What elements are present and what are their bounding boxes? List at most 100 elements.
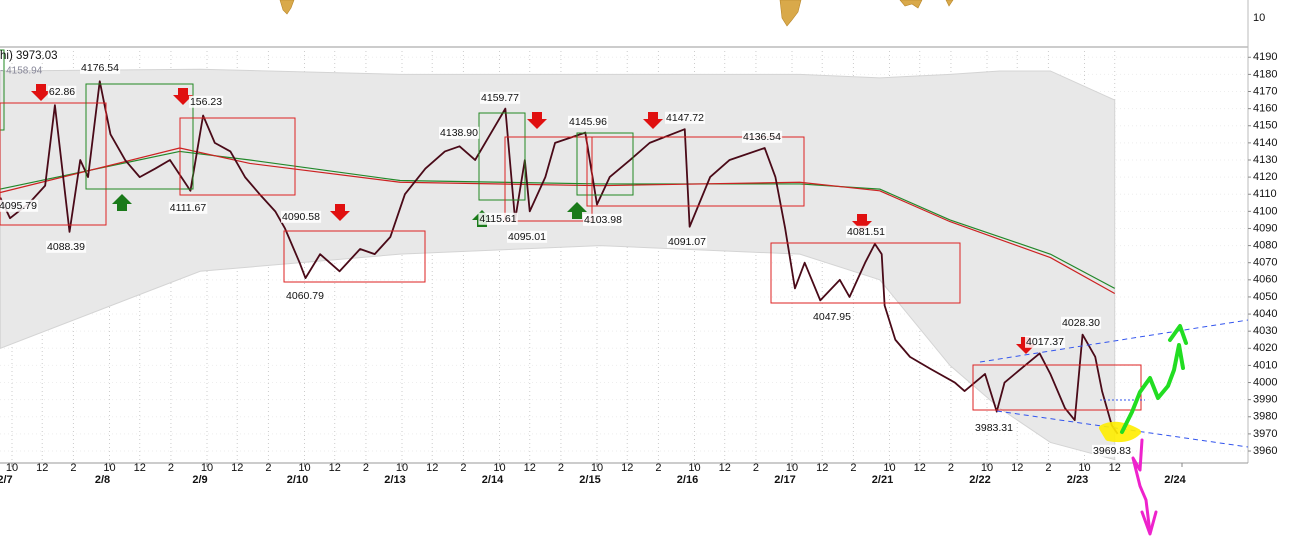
y-tick-label: 4150	[1253, 120, 1277, 132]
price-annotation: 4017.37	[1026, 336, 1064, 348]
annotation-box	[1061, 316, 1102, 329]
annotation-box	[742, 130, 783, 143]
indicator-axis-label: 10	[1253, 12, 1265, 24]
x-tick-label: 12	[36, 462, 48, 474]
x-tick-label: 10	[591, 462, 603, 474]
x-tick-label: 2	[265, 462, 271, 474]
price-annotation: 4176.54	[81, 62, 119, 74]
annotation-box	[285, 289, 326, 302]
x-tick-label: 12	[914, 462, 926, 474]
y-tick-label: 4080	[1253, 239, 1277, 251]
y-tick-label: 4000	[1253, 376, 1277, 388]
annotation-box	[478, 212, 518, 225]
x-tick-label: 10	[6, 462, 18, 474]
x-tick-label: 10	[883, 462, 895, 474]
y-tick-label: 4040	[1253, 308, 1277, 320]
x-tick-label: 12	[1011, 462, 1023, 474]
x-tick-label: 12	[1109, 462, 1121, 474]
y-tick-label: 4110	[1253, 188, 1277, 200]
annotation-box	[46, 240, 87, 253]
price-annotation: 4081.51	[847, 226, 885, 238]
y-tick-label: 4180	[1253, 68, 1277, 80]
x-tick-label: 2	[948, 462, 954, 474]
y-tick-label: 4140	[1253, 137, 1277, 149]
annotation-box	[507, 230, 548, 243]
price-annotation: 4136.54	[743, 131, 781, 143]
y-tick-label: 3990	[1253, 394, 1277, 406]
x-tick-label: 2	[363, 462, 369, 474]
annotation-box	[667, 235, 708, 248]
annotation-box	[47, 85, 77, 98]
y-tick-label: 4190	[1253, 51, 1277, 63]
x-tick-label: 10	[396, 462, 408, 474]
bollinger-band	[0, 68, 1116, 461]
annotation-box	[812, 310, 853, 323]
y-tick-label: 4170	[1253, 85, 1277, 97]
y-tick-label: 4130	[1253, 154, 1277, 166]
annotation-box	[583, 213, 624, 226]
date-label: 2/15	[579, 474, 600, 486]
x-tick-label: 2	[460, 462, 466, 474]
date-label: 2/9	[192, 474, 207, 486]
x-tick-label: 10	[688, 462, 700, 474]
date-label: 2/21	[872, 474, 893, 486]
arrows	[31, 84, 1036, 354]
annotation-box	[846, 225, 887, 238]
annotation-box	[1092, 444, 1133, 457]
x-tick-label: 2	[168, 462, 174, 474]
y-tick-label: 3970	[1253, 428, 1277, 440]
price-annotation: 4138.90	[440, 127, 478, 139]
x-tick-label: 10	[201, 462, 213, 474]
price-annotation: 62.86	[49, 86, 75, 98]
y-tick-label: 4060	[1253, 274, 1277, 286]
date-label: 2/14	[482, 474, 504, 486]
date-label: 2/13	[384, 474, 405, 486]
x-tick-label: 12	[719, 462, 731, 474]
x-tick-label: 12	[231, 462, 243, 474]
y-tick-label: 4120	[1253, 171, 1277, 183]
drawing-boxes	[0, 49, 1142, 411]
price-line	[0, 80, 1119, 435]
price-annotation: 4028.30	[1062, 317, 1100, 329]
annotation-box	[480, 91, 521, 104]
price-annotation: 4091.07	[668, 236, 706, 248]
price-annotation: 4047.95	[813, 311, 851, 323]
x-tick-label: 10	[981, 462, 993, 474]
date-label: 2/23	[1067, 474, 1088, 486]
date-label: 2/8	[95, 474, 110, 486]
price-annotation: 4103.98	[584, 214, 622, 226]
annotation-box	[439, 126, 480, 139]
date-label: 2/16	[677, 474, 698, 486]
price-annotation: 4088.39	[47, 241, 85, 253]
x-tick-label: 12	[426, 462, 438, 474]
hand-drawing	[1099, 324, 1188, 536]
x-tick-label: 10	[298, 462, 310, 474]
y-tick-label: 3980	[1253, 411, 1277, 423]
price-annotation: 156.23	[190, 96, 222, 108]
annotations: 4095.79 4088.39 4176.54 62.86 156.23 4111.67 4…	[0, 61, 1133, 457]
x-tick-label: 2	[753, 462, 759, 474]
x-tick-label: 10	[1078, 462, 1090, 474]
annotation-box	[188, 95, 224, 108]
price-annotation: 4095.01	[508, 231, 546, 243]
x-tick-label: 2	[655, 462, 661, 474]
date-label: 2/24	[1164, 474, 1186, 486]
annotation-box	[974, 421, 1015, 434]
price-annotation: 4090.58	[282, 211, 320, 223]
indicator-spikes	[279, 0, 954, 27]
plot-area	[0, 68, 1119, 461]
x-tick-label: 12	[524, 462, 536, 474]
y-tick-label: 4070	[1253, 257, 1277, 269]
x-tick-label: 10	[786, 462, 798, 474]
y-tick-label: 4020	[1253, 342, 1277, 354]
y-tick-label: 4100	[1253, 205, 1277, 217]
x-tick-label: 2	[558, 462, 564, 474]
y-tick-label: 4050	[1253, 291, 1277, 303]
price-annotation: 3983.31	[975, 422, 1013, 434]
price-annotation: 4147.72	[666, 112, 704, 124]
annotation-box	[0, 199, 39, 212]
x-tick-label: 2	[850, 462, 856, 474]
price-annotation: 4159.77	[481, 92, 519, 104]
y-tick-label: 4010	[1253, 359, 1277, 371]
